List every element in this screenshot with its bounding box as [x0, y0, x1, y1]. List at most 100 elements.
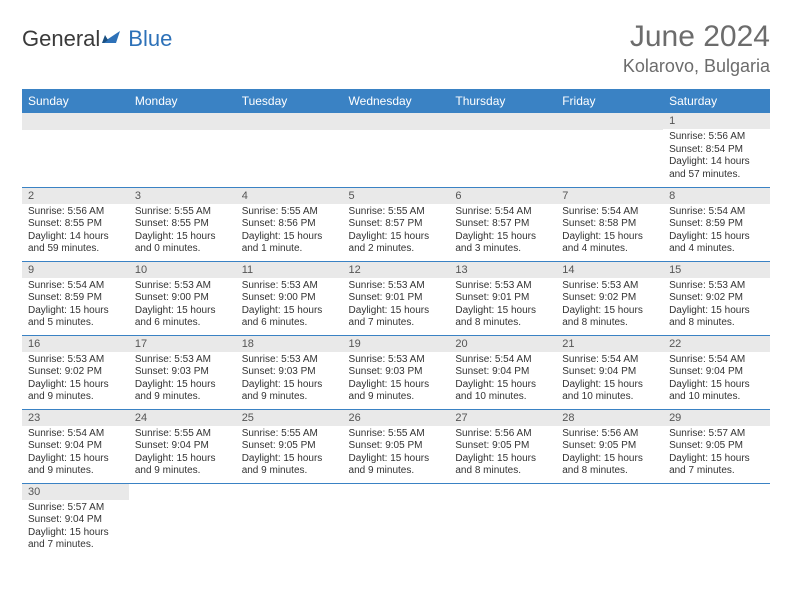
- day-number: 6: [449, 188, 556, 204]
- sunrise-text: Sunrise: 5:57 AM: [28, 502, 123, 515]
- sunset-text: Sunset: 9:03 PM: [349, 366, 444, 379]
- day-body: Sunrise: 5:56 AMSunset: 8:55 PMDaylight:…: [22, 204, 129, 260]
- daylight-text: Daylight: 15 hours and 5 minutes.: [28, 305, 123, 330]
- sunrise-text: Sunrise: 5:54 AM: [669, 206, 764, 219]
- sunset-text: Sunset: 9:03 PM: [242, 366, 337, 379]
- day-body: Sunrise: 5:53 AMSunset: 9:00 PMDaylight:…: [129, 278, 236, 334]
- day-body: Sunrise: 5:54 AMSunset: 8:59 PMDaylight:…: [663, 204, 770, 260]
- sunrise-text: Sunrise: 5:54 AM: [28, 428, 123, 441]
- day-cell: 12Sunrise: 5:53 AMSunset: 9:01 PMDayligh…: [343, 261, 450, 335]
- day-cell: [449, 113, 556, 187]
- sunset-text: Sunset: 8:55 PM: [135, 218, 230, 231]
- daylight-text: Daylight: 15 hours and 4 minutes.: [669, 231, 764, 256]
- weekday-header: Tuesday: [236, 89, 343, 113]
- title-block: June 2024 Kolarovo, Bulgaria: [623, 20, 770, 77]
- day-body: Sunrise: 5:53 AMSunset: 9:01 PMDaylight:…: [343, 278, 450, 334]
- day-cell: 2Sunrise: 5:56 AMSunset: 8:55 PMDaylight…: [22, 187, 129, 261]
- sunrise-text: Sunrise: 5:54 AM: [562, 354, 657, 367]
- sunrise-text: Sunrise: 5:54 AM: [669, 354, 764, 367]
- daylight-text: Daylight: 15 hours and 8 minutes.: [562, 305, 657, 330]
- day-number: 16: [22, 336, 129, 352]
- daylight-text: Daylight: 15 hours and 9 minutes.: [28, 379, 123, 404]
- sunrise-text: Sunrise: 5:54 AM: [455, 206, 550, 219]
- logo: General Blue: [22, 26, 172, 52]
- week-row: 23Sunrise: 5:54 AMSunset: 9:04 PMDayligh…: [22, 409, 770, 483]
- day-body: Sunrise: 5:55 AMSunset: 9:05 PMDaylight:…: [236, 426, 343, 482]
- logo-text-general: General: [22, 26, 100, 52]
- location: Kolarovo, Bulgaria: [623, 56, 770, 77]
- daylight-text: Daylight: 15 hours and 8 minutes.: [455, 453, 550, 478]
- day-cell: 18Sunrise: 5:53 AMSunset: 9:03 PMDayligh…: [236, 335, 343, 409]
- sunset-text: Sunset: 9:04 PM: [28, 514, 123, 527]
- daylight-text: Daylight: 15 hours and 9 minutes.: [135, 453, 230, 478]
- daylight-text: Daylight: 14 hours and 57 minutes.: [669, 156, 764, 181]
- sunset-text: Sunset: 9:04 PM: [669, 366, 764, 379]
- sunset-text: Sunset: 9:02 PM: [669, 292, 764, 305]
- sunset-text: Sunset: 9:05 PM: [242, 440, 337, 453]
- day-cell: [129, 483, 236, 557]
- sunset-text: Sunset: 9:00 PM: [242, 292, 337, 305]
- logo-text-blue: Blue: [128, 26, 172, 52]
- day-body: Sunrise: 5:54 AMSunset: 8:59 PMDaylight:…: [22, 278, 129, 334]
- day-body: Sunrise: 5:54 AMSunset: 9:04 PMDaylight:…: [556, 352, 663, 408]
- day-body: Sunrise: 5:53 AMSunset: 9:02 PMDaylight:…: [22, 352, 129, 408]
- daylight-text: Daylight: 15 hours and 0 minutes.: [135, 231, 230, 256]
- daylight-text: Daylight: 15 hours and 9 minutes.: [349, 379, 444, 404]
- day-cell: 10Sunrise: 5:53 AMSunset: 9:00 PMDayligh…: [129, 261, 236, 335]
- day-cell: [236, 113, 343, 187]
- week-row: 16Sunrise: 5:53 AMSunset: 9:02 PMDayligh…: [22, 335, 770, 409]
- day-body: Sunrise: 5:54 AMSunset: 9:04 PMDaylight:…: [449, 352, 556, 408]
- daylight-text: Daylight: 15 hours and 2 minutes.: [349, 231, 444, 256]
- day-number: 26: [343, 410, 450, 426]
- day-cell: 9Sunrise: 5:54 AMSunset: 8:59 PMDaylight…: [22, 261, 129, 335]
- day-cell: 7Sunrise: 5:54 AMSunset: 8:58 PMDaylight…: [556, 187, 663, 261]
- day-body: Sunrise: 5:55 AMSunset: 8:57 PMDaylight:…: [343, 204, 450, 260]
- day-number: 30: [22, 484, 129, 500]
- flag-icon: [102, 27, 126, 50]
- weekday-header-row: Sunday Monday Tuesday Wednesday Thursday…: [22, 89, 770, 113]
- sunrise-text: Sunrise: 5:53 AM: [669, 280, 764, 293]
- day-body: Sunrise: 5:53 AMSunset: 9:03 PMDaylight:…: [343, 352, 450, 408]
- sunrise-text: Sunrise: 5:54 AM: [455, 354, 550, 367]
- day-cell: 4Sunrise: 5:55 AMSunset: 8:56 PMDaylight…: [236, 187, 343, 261]
- day-cell: 11Sunrise: 5:53 AMSunset: 9:00 PMDayligh…: [236, 261, 343, 335]
- sunset-text: Sunset: 9:05 PM: [349, 440, 444, 453]
- day-number: 22: [663, 336, 770, 352]
- day-cell: 21Sunrise: 5:54 AMSunset: 9:04 PMDayligh…: [556, 335, 663, 409]
- sunrise-text: Sunrise: 5:57 AM: [669, 428, 764, 441]
- daylight-text: Daylight: 15 hours and 9 minutes.: [135, 379, 230, 404]
- daylight-text: Daylight: 15 hours and 3 minutes.: [455, 231, 550, 256]
- day-body: Sunrise: 5:55 AMSunset: 8:56 PMDaylight:…: [236, 204, 343, 260]
- sunrise-text: Sunrise: 5:54 AM: [562, 206, 657, 219]
- sunrise-text: Sunrise: 5:55 AM: [242, 206, 337, 219]
- day-number: 1: [663, 113, 770, 129]
- weekday-header: Thursday: [449, 89, 556, 113]
- day-body: Sunrise: 5:54 AMSunset: 8:58 PMDaylight:…: [556, 204, 663, 260]
- day-cell: 15Sunrise: 5:53 AMSunset: 9:02 PMDayligh…: [663, 261, 770, 335]
- daylight-text: Daylight: 15 hours and 10 minutes.: [455, 379, 550, 404]
- sunset-text: Sunset: 9:01 PM: [349, 292, 444, 305]
- day-cell: 30Sunrise: 5:57 AMSunset: 9:04 PMDayligh…: [22, 483, 129, 557]
- day-cell: [236, 483, 343, 557]
- day-cell: 20Sunrise: 5:54 AMSunset: 9:04 PMDayligh…: [449, 335, 556, 409]
- day-number: 24: [129, 410, 236, 426]
- daylight-text: Daylight: 15 hours and 8 minutes.: [455, 305, 550, 330]
- sunset-text: Sunset: 9:02 PM: [28, 366, 123, 379]
- day-cell: 8Sunrise: 5:54 AMSunset: 8:59 PMDaylight…: [663, 187, 770, 261]
- day-number: 18: [236, 336, 343, 352]
- sunset-text: Sunset: 9:01 PM: [455, 292, 550, 305]
- day-body: Sunrise: 5:53 AMSunset: 9:01 PMDaylight:…: [449, 278, 556, 334]
- sunrise-text: Sunrise: 5:56 AM: [562, 428, 657, 441]
- day-cell: 13Sunrise: 5:53 AMSunset: 9:01 PMDayligh…: [449, 261, 556, 335]
- header: General Blue June 2024 Kolarovo, Bulgari…: [22, 20, 770, 77]
- sunrise-text: Sunrise: 5:53 AM: [562, 280, 657, 293]
- day-number: 15: [663, 262, 770, 278]
- sunset-text: Sunset: 9:05 PM: [455, 440, 550, 453]
- sunset-text: Sunset: 9:05 PM: [562, 440, 657, 453]
- day-number: 7: [556, 188, 663, 204]
- daylight-text: Daylight: 14 hours and 59 minutes.: [28, 231, 123, 256]
- day-cell: 26Sunrise: 5:55 AMSunset: 9:05 PMDayligh…: [343, 409, 450, 483]
- day-number: 11: [236, 262, 343, 278]
- day-cell: 24Sunrise: 5:55 AMSunset: 9:04 PMDayligh…: [129, 409, 236, 483]
- day-body: Sunrise: 5:53 AMSunset: 9:03 PMDaylight:…: [236, 352, 343, 408]
